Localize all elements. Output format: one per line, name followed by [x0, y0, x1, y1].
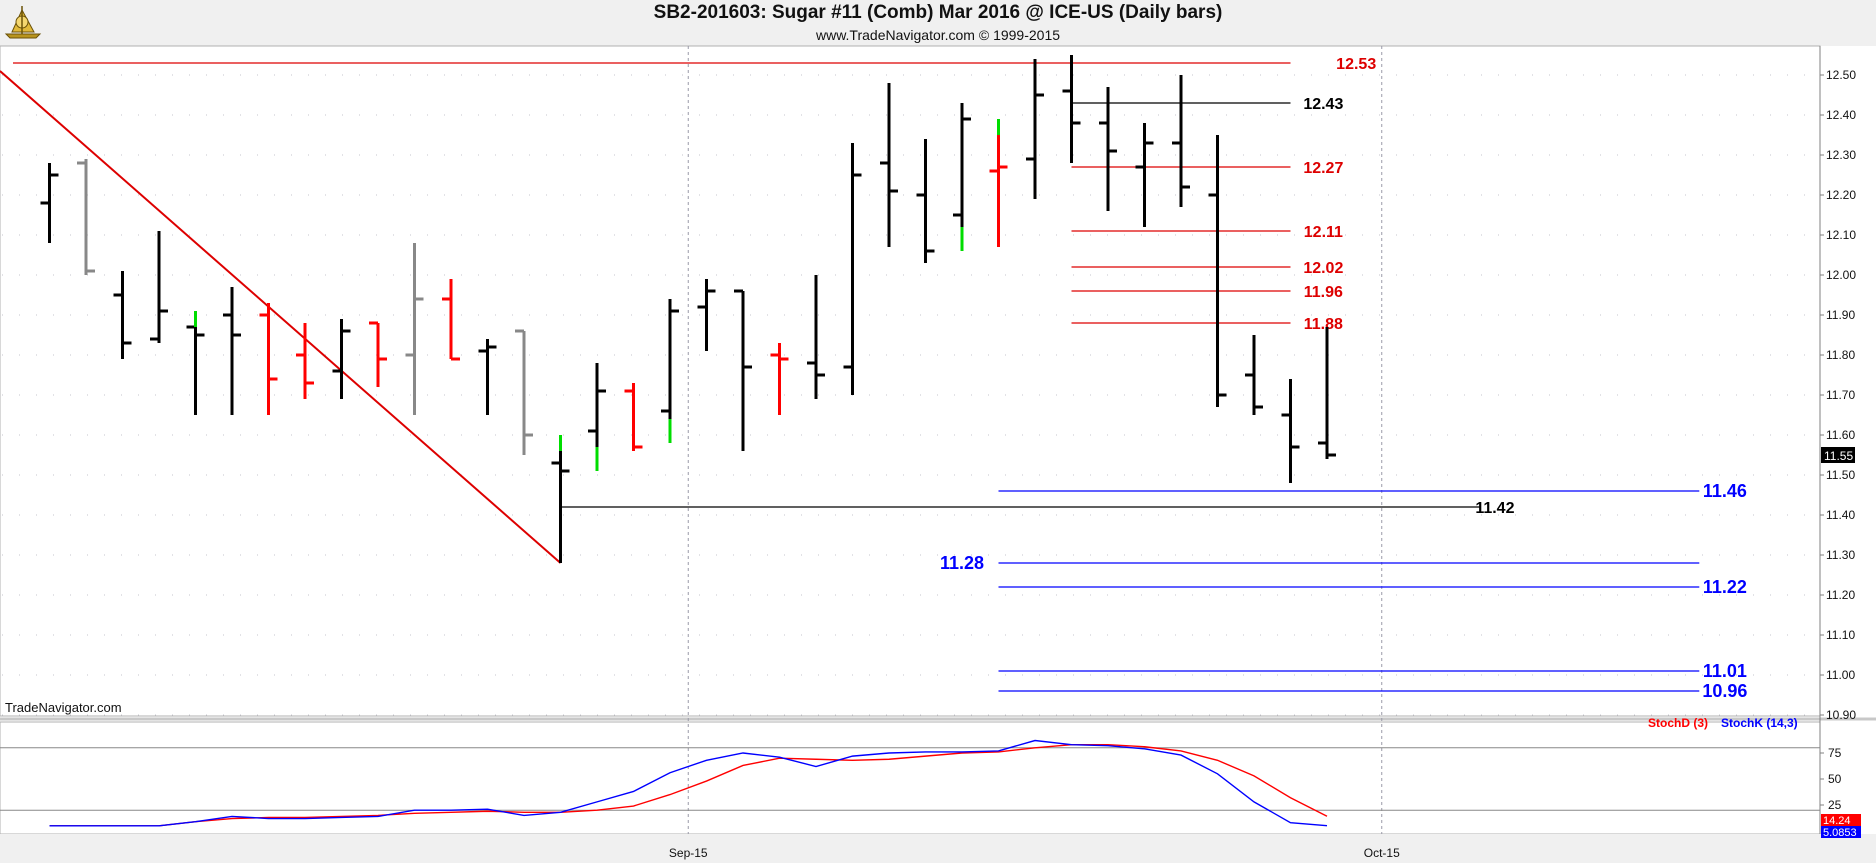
ohlc-bar: [515, 329, 533, 455]
ohlc-bar: [405, 243, 424, 415]
stochk-last-box: [1821, 826, 1861, 838]
y-tick-label: 12.00: [1826, 268, 1856, 282]
stochd-last-box: [1821, 814, 1861, 827]
ohlc-bar: [369, 321, 387, 387]
watermark: TradeNavigator.com: [5, 700, 122, 715]
y-tick-label: 12.40: [1826, 108, 1856, 122]
y-tick-label: 11.60: [1826, 428, 1855, 442]
y-tick-label: 11.80: [1826, 348, 1855, 362]
ohlc-bar: [223, 287, 241, 415]
level-label: 12.53: [1336, 56, 1376, 73]
ohlc-bar: [697, 279, 716, 351]
ohlc-bar: [551, 435, 570, 563]
ohlc-bar: [332, 319, 351, 399]
trade-navigator-logo: [4, 6, 42, 39]
ohlc-bar: [1245, 335, 1263, 415]
ohlc-bar: [113, 271, 132, 359]
level-label: 11.01: [1703, 661, 1747, 681]
x-tick-label: Oct-15: [1364, 846, 1400, 860]
chart-subtitle: www.TradeNavigator.com © 1999-2015: [815, 27, 1061, 43]
level-label: 11.46: [1703, 481, 1747, 501]
ohlc-bar: [1062, 55, 1081, 163]
legend-stochk: StochK (14,3): [1721, 716, 1798, 730]
stochd-last-label: 14.24: [1823, 815, 1851, 827]
level-label: 12.02: [1303, 260, 1343, 277]
level-label: 12.43: [1303, 96, 1343, 113]
ohlc-bar: [150, 231, 168, 343]
stochk-last-label: 5.0853: [1823, 827, 1857, 839]
ohlc-bar: [186, 311, 205, 415]
ohlc-bar: [989, 119, 1008, 247]
stoch-y-tick-label: 50: [1828, 772, 1842, 786]
ohlc-bar: [1135, 123, 1154, 227]
ohlc-bar: [1099, 87, 1117, 211]
last-price-box: [1821, 447, 1855, 463]
ohlc-bar: [588, 363, 606, 471]
level-label: 11.96: [1304, 284, 1343, 301]
ohlc-bar: [442, 279, 460, 361]
y-tick-label: 11.50: [1826, 468, 1855, 482]
y-tick-label: 12.20: [1826, 188, 1856, 202]
y-tick-label: 11.20: [1826, 588, 1855, 602]
ohlc-bar: [77, 159, 95, 275]
y-tick-label: 11.40: [1826, 508, 1855, 522]
level-label: 12.11: [1304, 224, 1343, 241]
chart-title: SB2-201603: Sugar #11 (Comb) Mar 2016 @ …: [653, 2, 1223, 23]
y-tick-label: 11.00: [1826, 668, 1855, 682]
y-tick-label: 12.30: [1826, 148, 1856, 162]
ohlc-bar: [1026, 59, 1044, 199]
trendline: [0, 70, 562, 564]
level-label: 10.96: [1702, 681, 1747, 701]
x-tick-label: Sep-15: [669, 846, 708, 860]
ohlc-bar: [843, 143, 862, 395]
level-label: 12.27: [1303, 160, 1343, 177]
level-label: 11.28: [940, 553, 984, 573]
y-tick-label: 12.10: [1826, 228, 1856, 242]
y-tick-label: 10.90: [1826, 708, 1856, 722]
ohlc-bar: [296, 323, 314, 399]
y-tick-label: 12.50: [1826, 68, 1856, 82]
ohlc-bar: [770, 343, 789, 415]
ohlc-bar: [1281, 379, 1300, 483]
stoch-y-tick-label: 75: [1828, 746, 1842, 760]
level-label: 11.22: [1703, 577, 1747, 597]
stoch-series-line: [49, 739, 1328, 827]
price-pane: [0, 45, 1821, 717]
ohlc-bar: [259, 303, 278, 415]
y-tick-label: 11.90: [1826, 308, 1855, 322]
stoch-y-tick-label: 25: [1828, 798, 1842, 812]
ohlc-bar: [734, 289, 752, 451]
legend-stochd: StochD (3): [1648, 716, 1708, 730]
ohlc-bar: [1318, 327, 1336, 459]
ohlc-bar: [1172, 75, 1190, 207]
ohlc-bar: [40, 163, 59, 243]
ohlc-bar: [880, 83, 898, 247]
ohlc-bar: [661, 299, 679, 443]
x-axis-band: [0, 834, 1876, 863]
last-price-label: 11.55: [1824, 449, 1853, 463]
chart-header: SB2-201603: Sugar #11 (Comb) Mar 2016 @ …: [0, 0, 1876, 46]
y-tick-label: 11.70: [1826, 388, 1855, 402]
ohlc-bar: [1208, 135, 1227, 407]
stochastic-pane: [0, 721, 1821, 835]
y-tick-label: 11.10: [1826, 628, 1855, 642]
ohlc-bar: [953, 103, 971, 251]
level-label: 11.42: [1475, 500, 1514, 517]
ohlc-bar: [807, 275, 825, 399]
y-tick-label: 11.30: [1826, 548, 1855, 562]
ohlc-bar: [624, 383, 643, 451]
level-label: 11.88: [1304, 316, 1343, 333]
ohlc-bar: [916, 139, 935, 263]
ohlc-bar: [478, 339, 497, 415]
